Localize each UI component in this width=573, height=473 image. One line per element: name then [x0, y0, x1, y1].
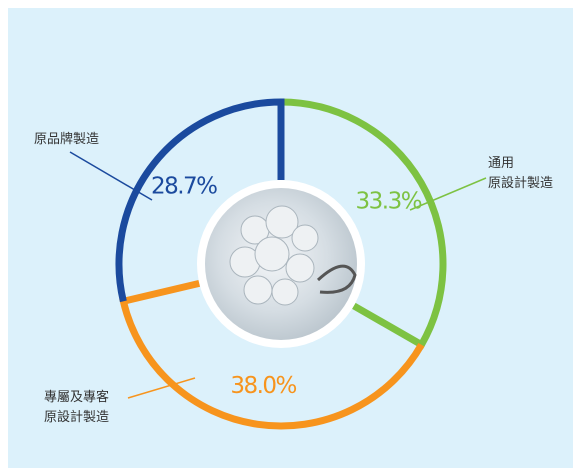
photo-detail	[229, 205, 319, 306]
value-label: 28.7%	[151, 174, 217, 200]
leader-line	[127, 377, 196, 399]
value-label: 33.3%	[356, 188, 422, 214]
donut-segment	[115, 98, 285, 303]
category-label: 原品牌製造	[34, 132, 100, 147]
photo-ring-band	[316, 264, 357, 294]
donut-segment	[280, 98, 447, 350]
category-label: 通用 原設計製造	[488, 156, 554, 191]
leader-line	[69, 151, 153, 201]
donut-segment	[119, 279, 425, 430]
category-label: 專屬及專客 原設計製造	[44, 390, 110, 425]
value-label: 38.0%	[230, 373, 296, 399]
leader-line	[409, 177, 487, 211]
